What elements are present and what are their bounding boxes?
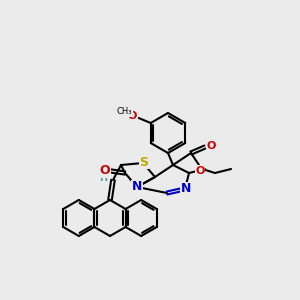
Text: CH₃: CH₃ bbox=[117, 107, 132, 116]
Text: O: O bbox=[206, 141, 216, 151]
Text: N: N bbox=[181, 182, 191, 196]
Text: O: O bbox=[195, 166, 205, 176]
Text: O: O bbox=[100, 164, 110, 178]
Text: S: S bbox=[140, 155, 148, 169]
Text: O: O bbox=[128, 111, 137, 121]
Text: H: H bbox=[99, 173, 107, 183]
Text: N: N bbox=[132, 181, 142, 194]
